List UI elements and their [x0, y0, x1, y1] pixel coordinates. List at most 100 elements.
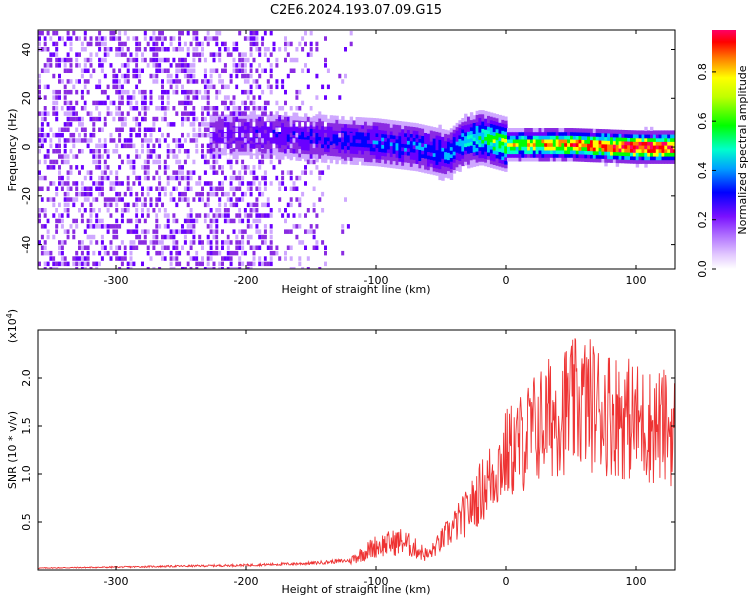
heatmap-cell	[178, 100, 182, 106]
heatmap-cell	[92, 197, 96, 202]
heatmap-cell	[163, 138, 167, 143]
heatmap-cell	[455, 163, 459, 168]
heatmap-cell	[298, 240, 302, 245]
heatmap-cell	[209, 79, 213, 84]
heatmap-cell	[492, 164, 497, 169]
heatmap-cell	[269, 208, 273, 213]
heatmap-cell	[138, 213, 142, 218]
heatmap-cell	[598, 147, 602, 152]
heatmap-cell	[321, 147, 325, 152]
heatmap-cell	[284, 133, 288, 138]
heatmap-cell	[138, 154, 142, 159]
heatmap-cell	[489, 160, 494, 165]
heatmap-cell	[492, 120, 497, 125]
heatmap-cell	[321, 170, 325, 175]
heatmap-cell	[66, 208, 70, 213]
heatmap-cell	[175, 138, 179, 143]
heatmap-cell	[58, 79, 61, 84]
heatmap-cell	[641, 159, 645, 164]
heatmap-cell	[58, 127, 61, 132]
heatmap-cell	[346, 138, 351, 143]
heatmap-cell	[252, 181, 256, 186]
heatmap-cell	[58, 256, 61, 261]
heatmap-cell	[378, 140, 382, 145]
heatmap-cell	[315, 143, 319, 148]
heatmap-cell	[115, 149, 119, 154]
heatmap-cell	[558, 142, 562, 147]
heatmap-cell	[544, 149, 548, 155]
heatmap-cell	[364, 124, 368, 129]
heatmap-cell	[132, 240, 136, 245]
heatmap-cell	[123, 250, 127, 256]
heatmap-cell	[98, 191, 102, 197]
heatmap-cell	[100, 170, 104, 175]
heatmap-cell	[66, 229, 70, 234]
heatmap-cell	[218, 267, 222, 269]
heatmap-cell	[195, 261, 199, 267]
heatmap-cell	[595, 139, 600, 145]
heatmap-cell	[206, 191, 210, 197]
heatmap-cell	[444, 129, 448, 134]
heatmap-cell	[109, 63, 113, 68]
heatmap-cell	[55, 261, 59, 267]
heatmap-cell	[364, 139, 368, 144]
heatmap-cell	[55, 218, 59, 224]
heatmap-cell	[349, 127, 354, 132]
heatmap-cell	[183, 111, 187, 116]
heatmap-cell	[295, 122, 299, 127]
heatmap-cell	[667, 130, 671, 135]
heatmap-cell	[349, 149, 354, 154]
heatmap-cell	[415, 137, 419, 143]
heatmap-cell	[306, 256, 310, 261]
heatmap-cell	[80, 68, 84, 73]
heatmap-cell	[427, 133, 431, 138]
heatmap-cell	[278, 175, 282, 181]
heatmap-cell	[655, 156, 660, 161]
heatmap-cell	[201, 149, 204, 154]
heatmap-cell	[146, 191, 150, 197]
heatmap-cell	[658, 141, 662, 146]
heatmap-cell	[498, 125, 502, 131]
heatmap-cell	[324, 245, 327, 250]
heatmap-cell	[223, 202, 227, 208]
heatmap-cell	[395, 157, 399, 162]
heatmap-cell	[112, 197, 116, 202]
heatmap-cell	[100, 36, 104, 41]
heatmap-cell	[232, 154, 236, 159]
heatmap-cell	[286, 134, 291, 139]
heatmap-cell	[269, 111, 273, 116]
heatmap-cell	[664, 148, 668, 153]
heatmap-cell	[52, 132, 56, 138]
heatmap-cell	[392, 120, 396, 125]
heatmap-cell	[132, 181, 136, 186]
heatmap-cell	[281, 115, 285, 120]
heatmap-cell	[392, 164, 396, 169]
heatmap-cell	[449, 128, 454, 133]
heatmap-cell	[183, 191, 187, 197]
heatmap-cell	[112, 181, 116, 186]
heatmap-cell	[429, 163, 434, 168]
heatmap-cell	[181, 36, 184, 41]
heatmap-cell	[521, 131, 525, 136]
heatmap-cell	[141, 132, 144, 138]
heatmap-cell	[212, 106, 216, 111]
heatmap-cell	[404, 132, 408, 137]
heatmap-cell	[86, 186, 90, 191]
heatmap-cell	[195, 116, 199, 122]
heatmap-cell	[615, 158, 620, 164]
heatmap-cell	[512, 157, 517, 162]
heatmap-cell	[60, 127, 64, 132]
heatmap-cell	[143, 30, 147, 36]
heatmap-cell	[378, 133, 382, 138]
heatmap-cell	[229, 132, 233, 138]
heatmap-cell	[181, 165, 184, 170]
heatmap-cell	[366, 146, 371, 152]
heatmap-cell	[398, 121, 402, 126]
heatmap-cell	[275, 36, 279, 41]
heatmap-cell	[355, 153, 359, 158]
heatmap-cell	[278, 256, 282, 261]
heatmap-cell	[80, 191, 84, 197]
heatmap-cell	[321, 121, 325, 127]
heatmap-cell	[183, 197, 187, 202]
heatmap-cell	[289, 197, 293, 202]
